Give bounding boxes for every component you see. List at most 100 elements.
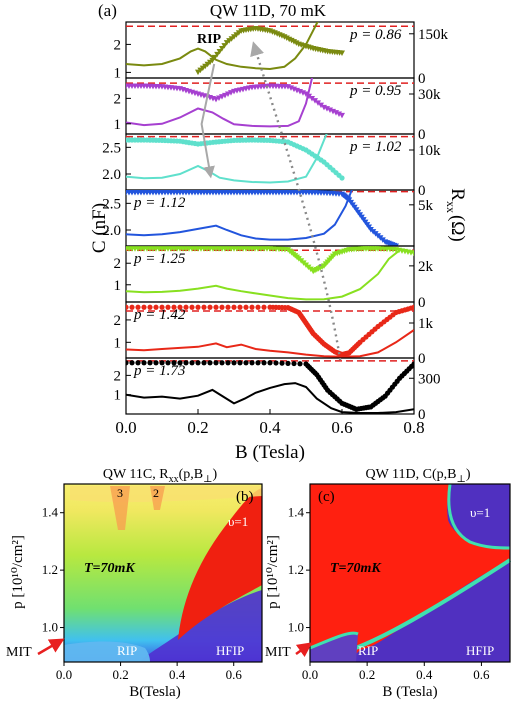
resistance-point (141, 304, 147, 310)
capacitance-line (126, 22, 319, 71)
resistance-point (159, 360, 165, 366)
x-tick-label: 0.2 (359, 667, 375, 682)
subpanel-6: 1 2 0 1k p = 1.42 (114, 301, 434, 367)
resistance-point (171, 360, 177, 366)
left-tick-label: 2.5 (102, 140, 121, 156)
x-tick-label: 0.0 (115, 418, 136, 437)
panel-b-frame (63, 483, 263, 663)
rip-arrow (200, 63, 216, 179)
resistance-point (255, 360, 261, 366)
capacitance-line (126, 382, 414, 414)
panel-c: QW 11D, C(p,B⊥) (c) T=70mK RIP HFIP υ=1 … (265, 467, 512, 700)
subpanel-p-label: p = 1.73 (133, 363, 185, 379)
y-tick-label: 1.2 (42, 562, 58, 577)
right-tick-label: 0 (418, 407, 426, 423)
heatmap-c-rip-region (310, 633, 358, 662)
subpanel-4: 2.0 2.5 5k p = 1.12 (102, 189, 434, 247)
resistance-point (411, 304, 414, 310)
heatmap-c-nu1-edge (447, 483, 511, 550)
resistance-point (309, 95, 315, 102)
capacitance-line (126, 78, 314, 128)
resistance-point (261, 360, 267, 366)
resistance-point (213, 304, 219, 310)
right-tick-label: 1k (418, 316, 434, 332)
resistance-markers (126, 246, 414, 275)
panel-b-label-2: 2 (153, 486, 159, 500)
resistance-point (135, 360, 141, 366)
right-tick-label: 0 (418, 71, 426, 87)
subpanel-p-label: p = 1.25 (133, 251, 186, 267)
subpanel-7: 1 2 0 300 p = 1.73 (114, 357, 441, 423)
left-tick-label: 1 (114, 117, 122, 133)
resistance-point (129, 304, 135, 310)
subpanel-p-label: p = 1.02 (349, 139, 402, 155)
subpanel-2: 1 2 0 30k p = 0.95 (114, 77, 441, 143)
panel-c-mit-arrow (295, 642, 313, 658)
panel-a-ylabel-left: C (nF) (89, 203, 110, 253)
right-tick-label: 0 (418, 183, 426, 199)
panel-b-hfip: HFIP (216, 643, 244, 658)
x-tick-label: 0.2 (112, 667, 128, 682)
panel-c-frame (309, 483, 511, 663)
panel-c-heatmap (309, 483, 512, 662)
panel-b-mit-arrow (37, 638, 65, 656)
x-tick-label: 0.4 (259, 418, 281, 437)
resistance-point (195, 304, 201, 310)
transition-guide (250, 41, 342, 361)
resistance-point (393, 243, 399, 246)
resistance-point (267, 360, 273, 366)
resistance-point (225, 304, 231, 310)
resistance-point (216, 48, 223, 55)
capacitance-line (126, 329, 414, 358)
left-tick-label: 2 (114, 256, 122, 272)
resistance-point (231, 304, 237, 310)
resistance-point (219, 360, 225, 366)
heatmap-b-orange-spot-3 (110, 486, 130, 530)
resistance-point (411, 250, 414, 257)
left-tick-label: 1 (114, 388, 122, 404)
panel-c-nu1: υ=1 (470, 505, 490, 520)
resistance-point (201, 360, 207, 366)
panel-a-nu1-label: υ=1 (338, 384, 358, 399)
subpanel-p-label: p = 0.86 (349, 27, 402, 43)
resistance-point (214, 51, 221, 58)
y-tick-label: 1.4 (42, 505, 59, 520)
resistance-point (213, 360, 219, 366)
resistance-point (159, 304, 165, 310)
x-tick-label: 0.2 (187, 418, 208, 437)
resistance-point (201, 304, 207, 310)
resistance-point (153, 304, 159, 310)
resistance-point (225, 360, 231, 366)
resistance-point (177, 304, 183, 310)
right-tick-label: 10k (418, 143, 441, 159)
resistance-point (207, 304, 213, 310)
resistance-point (207, 360, 213, 366)
heatmap-b-rip-region (64, 641, 150, 662)
subpanel-p-label: p = 1.42 (133, 307, 186, 323)
x-tick-label: 0.6 (226, 667, 243, 682)
y-tick-label: 1.0 (288, 620, 304, 635)
resistance-point (183, 360, 189, 366)
panel-c-label: (c) (318, 489, 335, 505)
subpanel-3: 2.0 2.5 0 10k p = 1.02 (102, 133, 441, 199)
resistance-point (291, 360, 297, 367)
resistance-point (189, 304, 195, 310)
x-tick-label: 0.0 (302, 667, 318, 682)
resistance-markers (126, 304, 414, 358)
resistance-markers (126, 137, 345, 181)
resistance-point (126, 190, 129, 196)
panel-c-ylabel: p [10¹⁰/cm²] (265, 535, 281, 609)
resistance-point (195, 360, 201, 366)
panel-a-rip-label: RIP (197, 32, 222, 47)
right-tick-label: 0 (418, 295, 426, 311)
left-tick-label: 2.0 (102, 223, 121, 239)
right-tick-label: 30k (418, 87, 441, 103)
resistance-point (339, 112, 345, 119)
left-tick-label: 2.0 (102, 167, 121, 183)
resistance-point (183, 304, 189, 310)
panel-b-label: (b) (236, 489, 254, 505)
panel-b: QW 11C, Rxx(p,B⊥) (b) T=70mK RIP HFIP υ=… (6, 467, 263, 700)
heatmap-b-orange-spot-2 (150, 486, 165, 510)
resistance-point (221, 43, 228, 49)
